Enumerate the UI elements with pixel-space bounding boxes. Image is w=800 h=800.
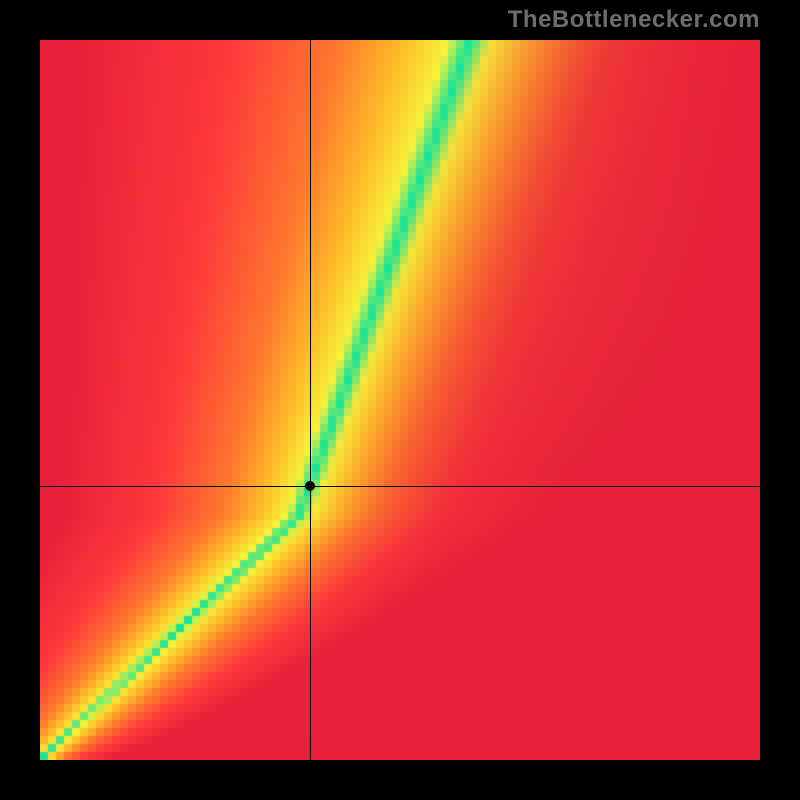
plot-outer — [0, 0, 800, 800]
marker-dot — [305, 481, 315, 491]
crosshair-horizontal — [40, 486, 760, 487]
watermark-text: TheBottlenecker.com — [508, 6, 760, 34]
crosshair-vertical — [310, 40, 311, 760]
heatmap-canvas — [40, 40, 760, 760]
